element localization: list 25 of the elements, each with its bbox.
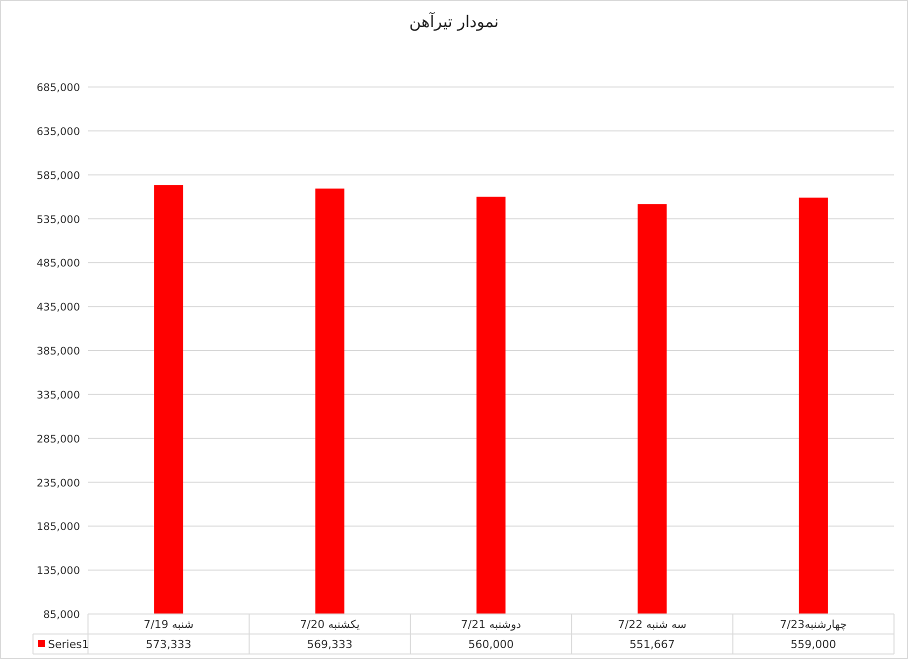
x-tick-label: چهارشنبه7/23: [780, 618, 847, 631]
data-label: 569,333: [307, 638, 353, 651]
chart-title: نمودار تیرآهن: [409, 11, 499, 31]
data-label: 560,000: [468, 638, 514, 651]
y-tick-label: 135,000: [36, 565, 80, 578]
data-label: 551,667: [629, 638, 675, 651]
y-tick-label: 685,000: [36, 82, 80, 94]
x-tick-label: 7/22 سه شنبه: [618, 618, 686, 631]
y-tick-label: 585,000: [36, 170, 80, 182]
x-tick-label: 7/21 دوشنبه: [460, 618, 522, 631]
y-tick-label: 185,000: [36, 521, 80, 534]
y-tick-label: 235,000: [36, 477, 80, 490]
y-tick-label: 285,000: [36, 433, 80, 446]
y-tick-label: 635,000: [36, 126, 80, 138]
data-label: 559,000: [790, 638, 836, 651]
x-tick-label: 7/19 شنبه: [144, 618, 194, 631]
y-tick-label: 85,000: [43, 609, 80, 621]
y-tick-label: 385,000: [36, 346, 80, 358]
legend-label: Series1: [48, 638, 89, 651]
y-tick-label: 535,000: [36, 214, 80, 226]
y-tick-label: 435,000: [36, 302, 80, 314]
y-tick-label: 335,000: [36, 389, 80, 402]
data-label: 573,333: [146, 638, 192, 651]
y-tick-label: 485,000: [36, 258, 80, 270]
x-tick-label: 7/20 یکشنبه: [300, 618, 360, 631]
